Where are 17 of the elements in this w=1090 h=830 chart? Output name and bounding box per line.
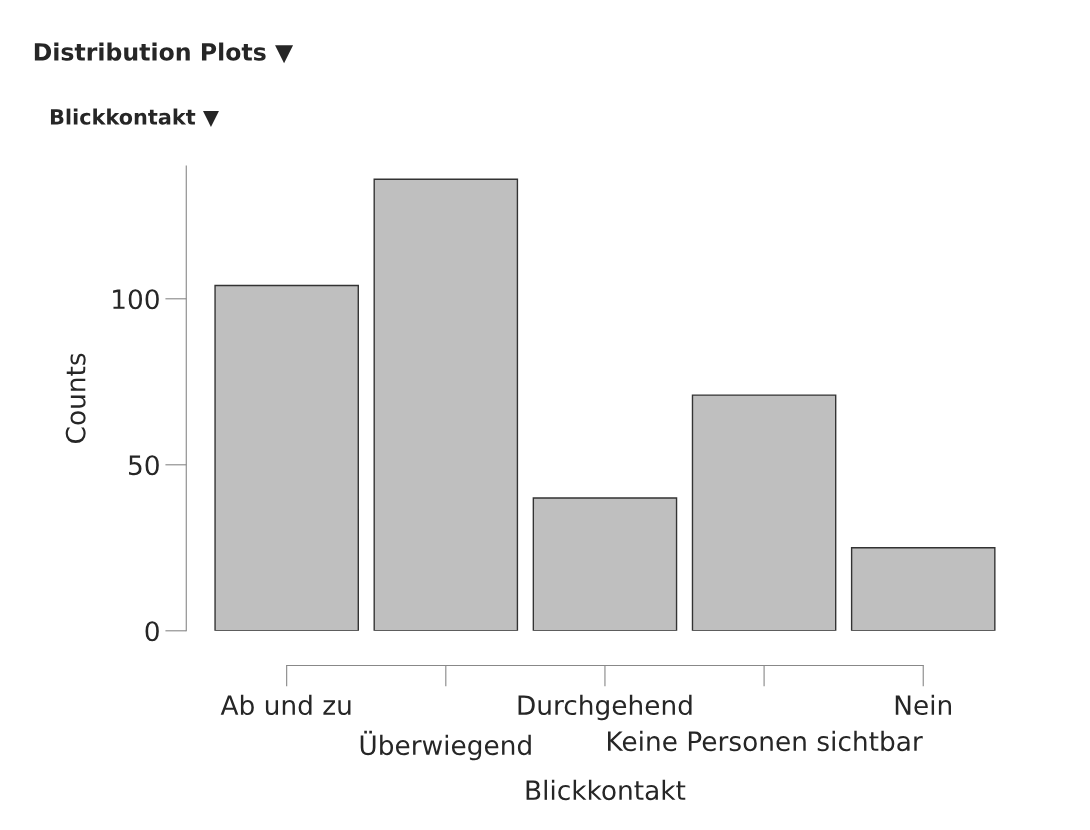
bar <box>373 178 519 631</box>
y-axis-title: Counts <box>65 353 86 443</box>
x-tick-label: Überwiegend <box>360 730 531 761</box>
bar <box>214 284 359 631</box>
x-tick-label: Ab und zu <box>220 694 351 716</box>
y-tick-label: 50 <box>129 455 159 476</box>
y-tick-label: 0 <box>145 621 159 642</box>
x-axis-title: Blickkontakt <box>526 779 686 801</box>
bar <box>691 394 837 631</box>
bar <box>532 497 678 631</box>
x-tick-label: Keine Personen sichtbar <box>608 730 923 752</box>
x-tick-label: Nein <box>895 694 951 716</box>
bar <box>850 547 996 631</box>
x-tick-label: Durchgehend <box>518 694 692 721</box>
y-tick-label: 100 <box>113 289 159 310</box>
chart-subtitle: Blickkontakt ▼ <box>50 108 219 127</box>
chart-title: Distribution Plots ▼ <box>34 42 294 64</box>
